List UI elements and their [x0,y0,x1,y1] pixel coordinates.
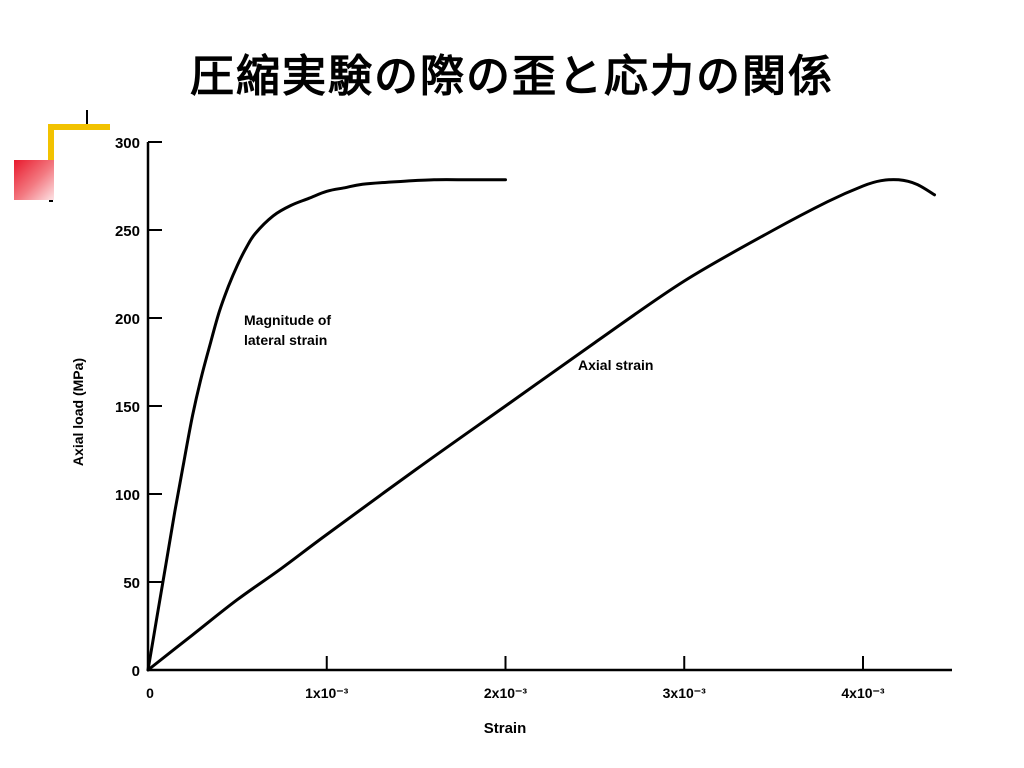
x-tick-label: 2x10⁻³ [484,685,528,701]
y-tick-label: 0 [132,663,140,680]
axial-strain-curve [146,178,936,672]
decorative-tick-mark [86,110,88,124]
x-tick-label: 0 [146,685,154,701]
chart-labels: 0 50 100 150 200 250 300 0 1x10⁻³ 2x10⁻³ 3x10⁻³ 4x1… [70,135,885,737]
x-tick-label: 1x10⁻³ [305,685,349,701]
chart-axes [146,141,952,672]
y-axis-label: Axial load (MPa) [70,358,86,466]
decorative-red-square [14,160,54,200]
y-tick-label: 100 [115,487,140,504]
lateral-strain-label: Magnitude of [244,312,331,328]
slide-title: 圧縮実験の際の歪と応力の関係 [190,51,834,102]
x-tick-label: 3x10⁻³ [663,685,707,701]
lateral-strain-curve [146,178,507,672]
y-tick-label: 250 [115,223,140,240]
x-tick-label: 4x10⁻³ [841,685,885,701]
decorative-dot [49,200,53,202]
chart-curves [146,178,936,672]
y-tick-label: 300 [115,135,140,152]
axial-strain-label: Axial strain [578,357,653,373]
x-axis-label: Strain [484,720,527,737]
y-tick-label: 200 [115,311,140,328]
y-tick-label: 150 [115,399,140,416]
lateral-strain-label: lateral strain [244,332,327,348]
y-tick-label: 50 [123,575,140,592]
decorative-yellow-corner [48,124,110,186]
